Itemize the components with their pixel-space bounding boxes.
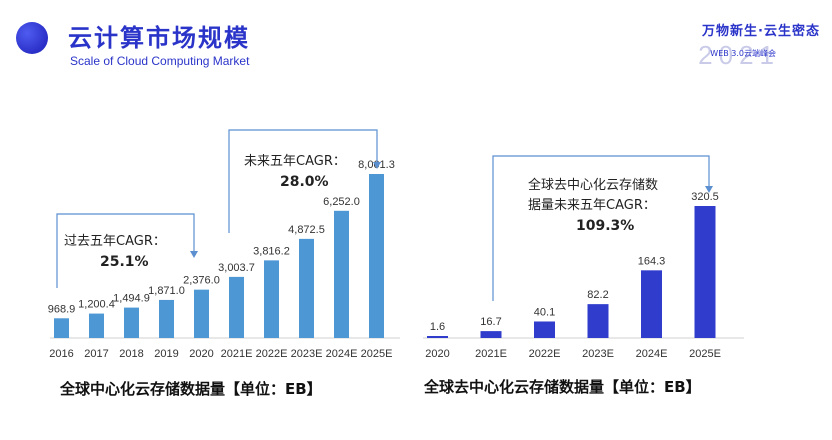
x-tick-label: 2023E (291, 348, 323, 360)
left-annotation-future: 未来五年CAGR： 28.0% (244, 152, 346, 192)
bar-value-label: 3,003.7 (218, 262, 255, 274)
arrow-head (190, 251, 198, 258)
bar-value-label: 968.9 (48, 303, 76, 315)
x-tick-label: 2019 (154, 348, 178, 360)
decentral-cagr-label-1: 全球去中心化云存储数 (528, 178, 659, 193)
x-tick-label: 2020 (189, 348, 213, 360)
bar (334, 210, 349, 338)
bar-value-label: 1,200.4 (78, 299, 115, 311)
bar (587, 304, 609, 338)
bar-value-label: 320.5 (691, 191, 719, 203)
x-tick-label: 2020 (425, 348, 449, 360)
bar (54, 318, 69, 338)
decentral-cagr-label-2: 据量未来五年CAGR： (528, 198, 656, 213)
future-cagr-label: 未来五年CAGR： (244, 154, 346, 169)
x-tick-label: 2024E (326, 348, 358, 360)
bar-value-label: 1,494.9 (113, 293, 150, 305)
x-tick-label: 2024E (636, 348, 668, 360)
bar (369, 174, 384, 338)
x-tick-label: 2021E (475, 348, 507, 360)
arrow-head (705, 186, 713, 193)
bar (194, 289, 209, 338)
bar (427, 336, 448, 338)
brand-year: 2021 (698, 40, 780, 70)
right-chart-caption: 全球去中心化云存储数据量【单位：EB】 (424, 378, 701, 396)
cagr-bracket-line (228, 129, 378, 233)
bar-value-label: 1,871.0 (148, 285, 185, 297)
brand-tagline: WEB 3.0云端峰会 (710, 49, 776, 58)
bar (229, 276, 244, 338)
bar-value-label: 16.7 (480, 316, 501, 328)
bar (694, 206, 716, 338)
bar (89, 313, 104, 338)
x-tick-label: 2017 (84, 348, 108, 360)
x-tick-label: 2021E (221, 348, 253, 360)
bar (159, 299, 174, 338)
bar-value-label: 4,872.5 (288, 224, 325, 236)
x-tick-label: 2018 (119, 348, 143, 360)
brand-name: 万物新生·云生密态 (702, 24, 820, 39)
cagr-brackets (56, 129, 713, 301)
bar (641, 270, 662, 338)
bar-value-label: 3,816.2 (253, 245, 290, 257)
x-tick-label: 2025E (361, 348, 393, 360)
future-cagr-value: 28.0% (280, 174, 329, 190)
bar (299, 238, 314, 338)
right-annotation: 全球去中心化云存储数 据量未来五年CAGR： 109.3% (528, 176, 658, 236)
bar-value-label: 1.6 (430, 321, 445, 333)
cagr-bracket-line (492, 155, 710, 301)
past-cagr-value: 25.1% (100, 254, 149, 270)
past-cagr-label: 过去五年CAGR： (64, 234, 166, 249)
bar-value-label: 82.2 (587, 289, 608, 301)
logo-dot (16, 22, 48, 54)
bar-value-label: 6,252.0 (323, 196, 360, 208)
x-tick-label: 2025E (689, 348, 721, 360)
bar-value-label: 40.1 (534, 306, 555, 318)
left-bar-chart: 968.9 2016 1,200.4 2017 1,494.9 2018 1,871.0 20… (48, 159, 400, 360)
bar (124, 307, 139, 338)
cagr-bracket-line (56, 213, 195, 288)
brand-logo: 万物新生·云生密态 2021 WEB 3.0云端峰会 (660, 20, 820, 70)
left-chart-caption: 全球中心化云存储数据量【单位：EB】 (60, 380, 322, 398)
x-tick-label: 2023E (582, 348, 614, 360)
page-title: 云计算市场规模 (68, 24, 250, 52)
x-tick-label: 2022E (256, 348, 288, 360)
decentral-cagr-value: 109.3% (576, 218, 635, 234)
page-subtitle: Scale of Cloud Computing Market (70, 54, 250, 68)
bar (264, 260, 279, 338)
x-tick-label: 2022E (529, 348, 561, 360)
arrow-head (373, 162, 381, 169)
left-annotation-past: 过去五年CAGR： 25.1% (64, 232, 166, 272)
bar (534, 321, 555, 338)
bar-value-label: 2,376.0 (183, 275, 220, 287)
right-bar-chart: 1.6 2020 16.7 2021E 40.1 2022E 82.2 2023E 164.3 2… (423, 191, 744, 360)
bar (480, 331, 502, 338)
x-tick-label: 2016 (49, 348, 73, 360)
bar-value-label: 164.3 (638, 255, 666, 267)
